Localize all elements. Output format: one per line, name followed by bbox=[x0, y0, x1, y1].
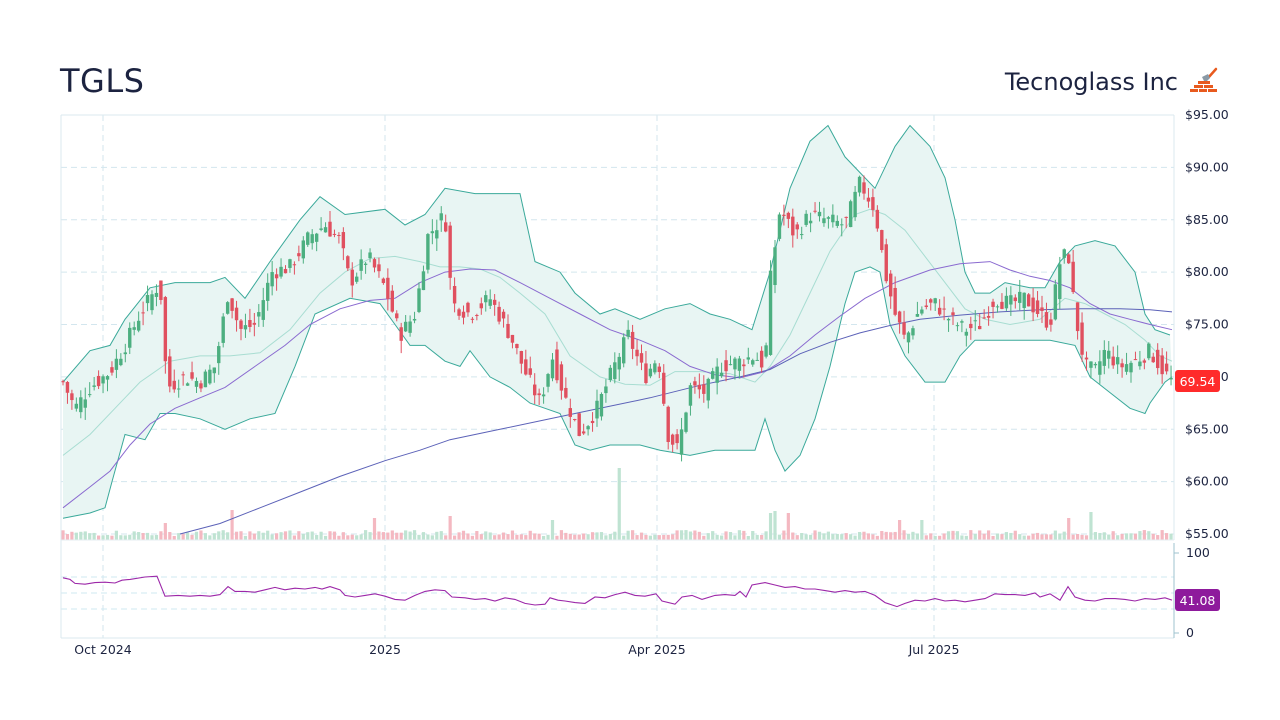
price-axis-label: $80.00 bbox=[1185, 264, 1229, 279]
date-axis-label: 2025 bbox=[369, 642, 401, 657]
rsi-axis-label: 100 bbox=[1186, 545, 1210, 560]
date-axis-label: Apr 2025 bbox=[628, 642, 685, 657]
price-axis-label: $55.00 bbox=[1185, 526, 1229, 541]
bricks-trowel-icon bbox=[1190, 67, 1218, 92]
volume-bars bbox=[61, 468, 1174, 541]
price-axis-label: $95.00 bbox=[1185, 107, 1229, 122]
rsi-value-badge bbox=[1175, 589, 1220, 611]
price-axis-label: $65.00 bbox=[1185, 421, 1229, 436]
last-price-badge bbox=[1175, 370, 1220, 392]
rsi-value-text: 41.08 bbox=[1180, 593, 1216, 608]
date-axis-label: Jul 2025 bbox=[908, 642, 960, 657]
rsi-panel bbox=[62, 575, 1173, 608]
value-badges: 69.54 41.08 bbox=[1175, 370, 1220, 611]
rsi-axis-label: 0 bbox=[1186, 625, 1194, 640]
ticker-symbol: TGLS bbox=[60, 62, 145, 100]
price-axis-label: $90.00 bbox=[1185, 159, 1229, 174]
bollinger-bands bbox=[62, 124, 1173, 519]
last-price-text: 69.54 bbox=[1180, 374, 1216, 389]
company-name: Tecnoglass Inc bbox=[1004, 68, 1178, 96]
price-axis-label: $85.00 bbox=[1185, 212, 1229, 227]
candlesticks bbox=[61, 175, 1173, 462]
price-axis-label: $75.00 bbox=[1185, 317, 1229, 332]
price-axis-label: $60.00 bbox=[1185, 474, 1229, 489]
moving-averages bbox=[62, 261, 1173, 535]
date-axis-label: Oct 2024 bbox=[74, 642, 131, 657]
